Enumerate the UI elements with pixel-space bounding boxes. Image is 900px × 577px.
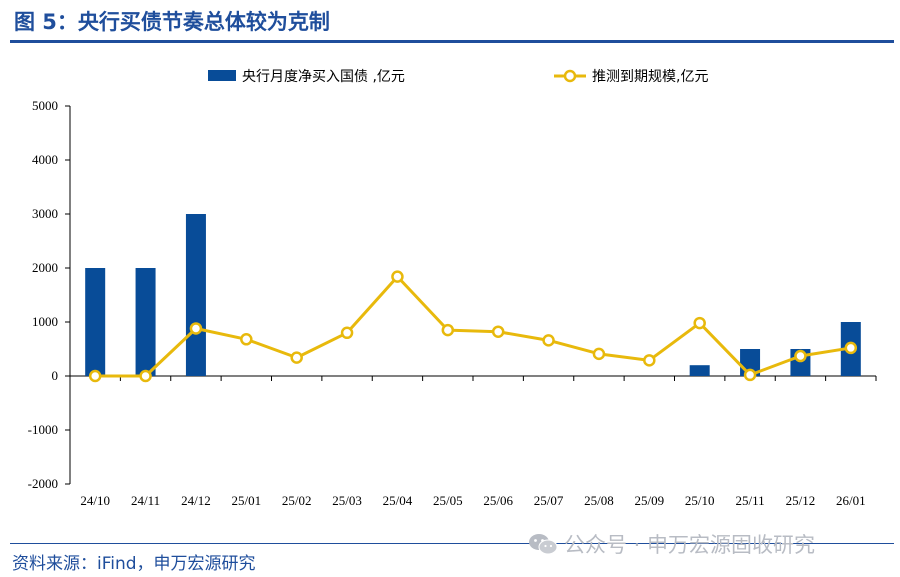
line-point: [794, 349, 807, 363]
y-tick-label: -1000: [28, 422, 58, 437]
x-tick-label: 25/03: [332, 493, 362, 508]
y-tick-label: 0: [52, 368, 59, 383]
x-tick-label: 25/12: [786, 493, 816, 508]
line-point: [139, 369, 152, 383]
x-tick-label: 25/08: [584, 493, 614, 508]
figure-title: 图 5：央行买债节奏总体较为克制: [14, 10, 330, 34]
line-point: [643, 354, 656, 367]
watermark-text: 公众号 · 申万宏源固收研究: [564, 533, 816, 557]
line-point: [542, 334, 555, 347]
x-tick-label: 25/02: [282, 493, 312, 508]
footer-divider: [10, 543, 894, 544]
line-point: [441, 323, 455, 337]
line-point: [844, 341, 858, 355]
legend-bar-swatch: [208, 70, 236, 81]
line-point: [391, 270, 404, 283]
wechat-icon: [529, 534, 558, 555]
x-tick-label: 24/11: [131, 493, 160, 508]
line-series: [95, 275, 852, 378]
line-point: [340, 326, 354, 340]
x-tick-label: 24/12: [181, 493, 211, 508]
legend-line-marker: [563, 69, 577, 83]
title-divider: [10, 40, 894, 43]
line-point: [743, 368, 757, 382]
y-tick-label: 2000: [32, 260, 58, 275]
bar: [85, 268, 106, 376]
legend-bar-label: 央行月度净买入国债 ,亿元: [242, 69, 405, 85]
y-tick-label: 5000: [32, 98, 58, 113]
y-tick-label: -2000: [28, 476, 58, 491]
x-tick-label: 25/04: [383, 493, 413, 508]
x-tick-label: 26/01: [836, 493, 866, 508]
x-tick-label: 25/11: [735, 493, 764, 508]
source-note: 资料来源：iFind，申万宏源研究: [12, 554, 256, 574]
line-point: [592, 347, 606, 361]
line-point: [88, 369, 102, 383]
line-point: [290, 351, 303, 364]
y-tick-label: 4000: [32, 152, 58, 167]
line-point: [240, 333, 253, 346]
bar: [135, 268, 156, 376]
line-point: [189, 322, 203, 335]
bar: [185, 214, 206, 376]
x-tick-label: 25/07: [534, 493, 564, 508]
x-tick-label: 25/10: [685, 493, 715, 508]
x-tick-label: 24/10: [80, 493, 110, 508]
x-tick-label: 25/01: [232, 493, 262, 508]
x-tick-label: 25/09: [635, 493, 665, 508]
line-point: [491, 325, 505, 338]
y-tick-label: 1000: [32, 314, 58, 329]
bar: [689, 365, 710, 376]
x-tick-label: 25/06: [483, 493, 513, 508]
legend-line-label: 推测到期规模,亿元: [592, 69, 708, 85]
combo-chart: -2000 -1000 0 1000 2000 3000 4000 5000 24/10 24/1…: [28, 69, 877, 508]
watermark: 公众号 · 申万宏源固收研究: [528, 529, 815, 559]
line-point: [693, 316, 706, 330]
x-tick-label: 25/05: [433, 493, 463, 508]
y-tick-label: 3000: [32, 206, 58, 221]
